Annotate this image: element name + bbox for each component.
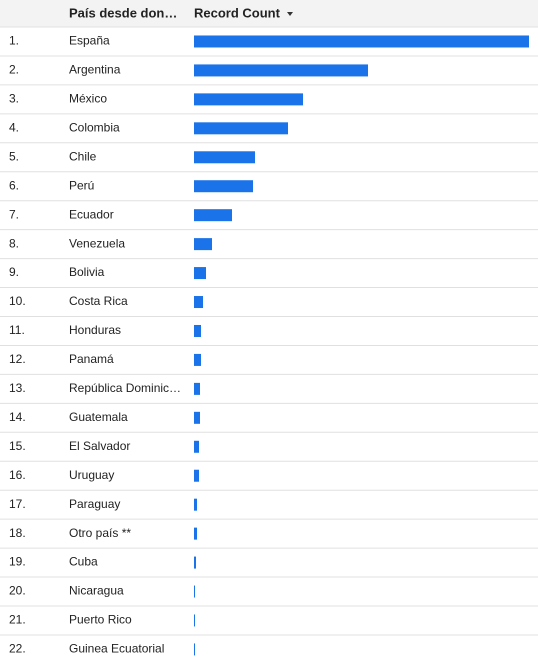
bar bbox=[194, 93, 303, 106]
row-number: 12. bbox=[9, 352, 26, 366]
bar bbox=[194, 324, 201, 337]
bar bbox=[194, 643, 195, 656]
category-label: Ecuador bbox=[69, 207, 114, 221]
category-label: Uruguay bbox=[69, 468, 114, 482]
category-label: Cuba bbox=[69, 555, 98, 569]
row-number: 8. bbox=[9, 236, 19, 250]
category-label: Guatemala bbox=[69, 410, 128, 424]
row-number: 6. bbox=[9, 178, 19, 192]
bar bbox=[194, 411, 200, 424]
category-label: Chile bbox=[69, 149, 97, 163]
bar bbox=[194, 382, 200, 395]
row-number: 7. bbox=[9, 207, 19, 221]
column-header[interactable]: Record Count bbox=[194, 5, 281, 20]
bar bbox=[194, 238, 212, 251]
category-label: Argentina bbox=[69, 63, 121, 77]
category-label: México bbox=[69, 92, 107, 106]
row-number: 17. bbox=[9, 497, 26, 511]
bar bbox=[194, 614, 195, 627]
row-number: 15. bbox=[9, 439, 26, 453]
row-number: 3. bbox=[9, 92, 19, 106]
bar bbox=[194, 498, 197, 511]
bar bbox=[194, 180, 253, 193]
bar bbox=[194, 353, 201, 366]
bar bbox=[194, 151, 255, 164]
row-number: 4. bbox=[9, 120, 19, 134]
bar bbox=[194, 556, 196, 569]
row-number: 22. bbox=[9, 642, 26, 656]
bar bbox=[194, 296, 203, 309]
bar bbox=[194, 440, 199, 453]
bar bbox=[194, 64, 368, 77]
column-header[interactable]: País desde don… bbox=[69, 5, 177, 20]
category-label: Colombia bbox=[69, 120, 120, 134]
row-number: 20. bbox=[9, 584, 26, 598]
bar bbox=[194, 122, 288, 135]
bar bbox=[194, 585, 195, 598]
row-number: 14. bbox=[9, 410, 26, 424]
category-label: Venezuela bbox=[69, 236, 125, 250]
row-number: 21. bbox=[9, 613, 26, 627]
category-label: Paraguay bbox=[69, 497, 120, 511]
row-number: 19. bbox=[9, 555, 26, 569]
row-number: 10. bbox=[9, 294, 26, 308]
bar bbox=[194, 35, 529, 48]
category-label: Otro país ** bbox=[69, 526, 131, 540]
row-number: 18. bbox=[9, 526, 26, 540]
category-label: Honduras bbox=[69, 323, 121, 337]
row-number: 9. bbox=[9, 265, 19, 279]
category-label: Costa Rica bbox=[69, 294, 128, 308]
row-number: 16. bbox=[9, 468, 26, 482]
bar bbox=[194, 527, 197, 540]
header-background bbox=[0, 0, 538, 27]
row-number: 2. bbox=[9, 63, 19, 77]
bar bbox=[194, 469, 199, 482]
bar bbox=[194, 209, 232, 222]
row-number: 1. bbox=[9, 34, 19, 48]
category-label: El Salvador bbox=[69, 439, 130, 453]
category-label: Nicaragua bbox=[69, 584, 124, 598]
category-label: Puerto Rico bbox=[69, 613, 132, 627]
row-number: 11. bbox=[9, 323, 25, 337]
category-label: República Dominic… bbox=[69, 381, 181, 395]
category-label: Perú bbox=[69, 178, 94, 192]
row-number: 5. bbox=[9, 149, 19, 163]
category-label: Guinea Ecuatorial bbox=[69, 642, 164, 656]
bar bbox=[194, 267, 206, 280]
category-label: Bolivia bbox=[69, 265, 105, 279]
category-label: Panamá bbox=[69, 352, 114, 366]
sort-icon[interactable] bbox=[287, 12, 293, 16]
category-label: España bbox=[69, 34, 110, 48]
row-number: 13. bbox=[9, 381, 26, 395]
